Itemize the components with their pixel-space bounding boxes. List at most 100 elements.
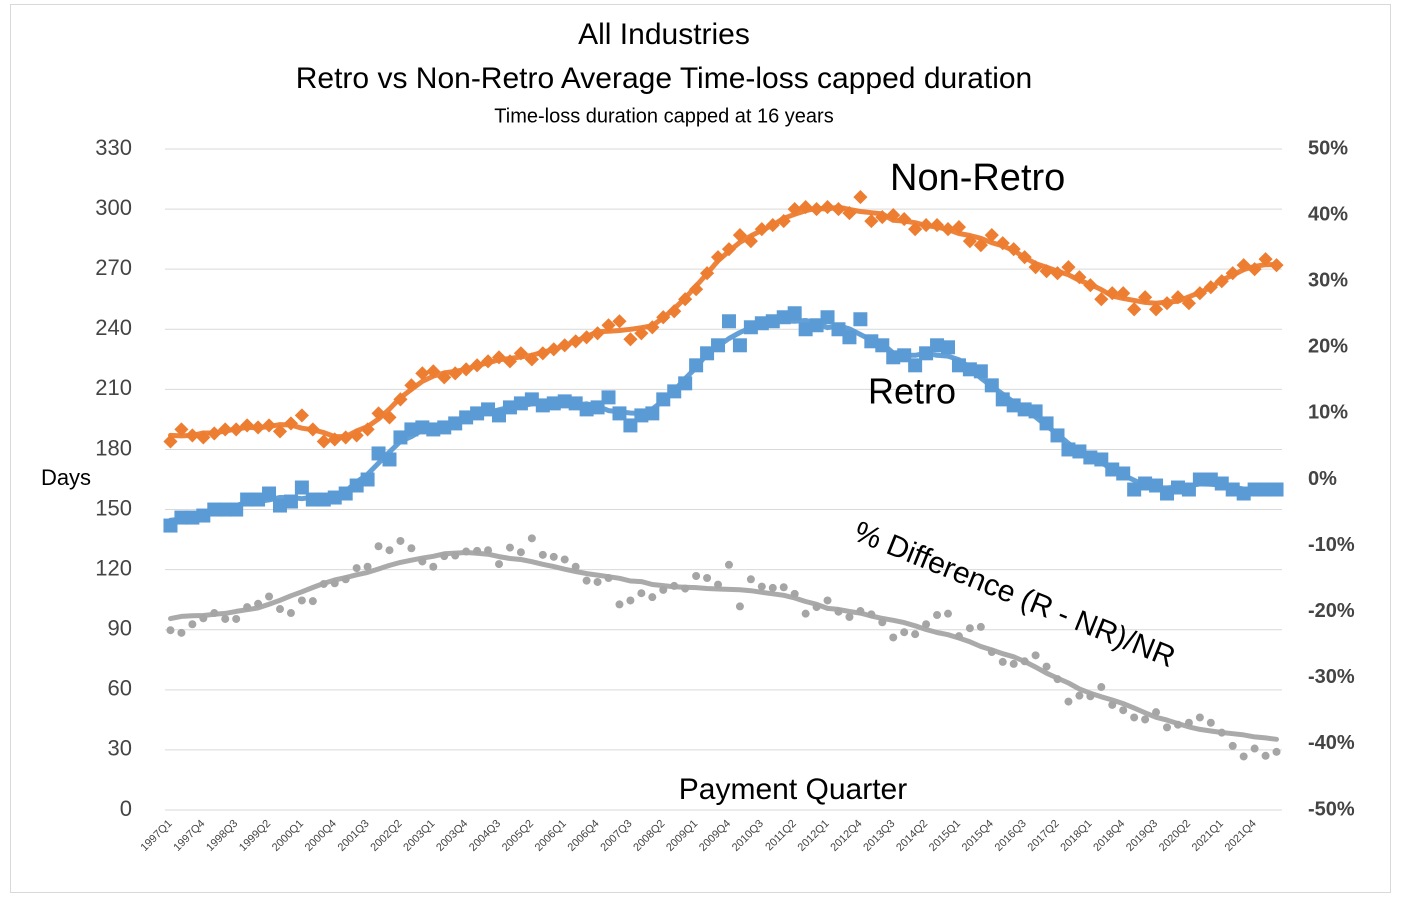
marker	[1138, 476, 1153, 491]
y-tick-label: 0	[120, 796, 132, 821]
marker	[724, 560, 733, 569]
y2-tick-label: -30%	[1308, 666, 1355, 688]
marker	[1239, 752, 1248, 761]
marker	[294, 408, 309, 423]
marker	[995, 236, 1010, 251]
marker	[437, 370, 452, 385]
marker	[568, 396, 583, 411]
marker	[911, 630, 920, 639]
marker	[984, 228, 999, 243]
marker	[754, 316, 769, 331]
marker	[987, 648, 996, 657]
marker	[779, 583, 788, 592]
marker	[1105, 462, 1120, 477]
marker	[700, 346, 715, 361]
marker	[853, 312, 868, 327]
marker	[1269, 258, 1284, 273]
marker	[363, 562, 372, 571]
marker	[1116, 466, 1131, 481]
marker	[732, 338, 747, 353]
marker	[634, 408, 649, 423]
marker	[801, 609, 810, 618]
y2-tick-label: 40%	[1308, 203, 1348, 225]
marker	[623, 418, 638, 433]
marker	[700, 266, 715, 281]
marker	[919, 218, 934, 233]
marker	[1152, 708, 1161, 717]
marker	[678, 292, 693, 307]
marker	[1072, 270, 1087, 285]
marker	[1028, 260, 1043, 275]
marker	[448, 416, 463, 431]
marker	[360, 472, 375, 487]
marker	[546, 396, 561, 411]
marker	[703, 573, 712, 582]
marker	[492, 408, 507, 423]
marker	[929, 218, 945, 233]
marker	[557, 394, 572, 409]
marker	[590, 326, 605, 341]
marker	[185, 428, 200, 443]
marker	[546, 342, 561, 357]
marker	[1163, 723, 1172, 732]
marker	[305, 492, 320, 507]
marker	[502, 354, 518, 369]
marker	[1236, 486, 1251, 501]
marker	[886, 208, 901, 223]
marker	[462, 547, 471, 556]
marker	[714, 580, 723, 589]
marker	[626, 596, 635, 605]
marker	[831, 322, 846, 337]
marker	[1173, 720, 1182, 729]
marker	[940, 340, 955, 355]
marker	[1127, 482, 1142, 497]
marker	[1181, 296, 1196, 311]
marker	[538, 550, 547, 559]
marker	[407, 544, 416, 553]
marker	[1225, 266, 1240, 281]
marker	[341, 575, 350, 584]
marker	[254, 599, 263, 608]
marker	[820, 200, 835, 215]
marker	[1149, 478, 1164, 493]
marker	[951, 220, 967, 235]
marker	[601, 390, 616, 405]
marker	[648, 593, 657, 602]
marker	[251, 420, 266, 435]
marker	[886, 350, 901, 365]
marker	[954, 632, 963, 641]
marker	[1064, 697, 1073, 706]
marker	[1042, 662, 1051, 671]
marker	[243, 603, 252, 612]
marker	[667, 304, 682, 319]
marker	[875, 338, 890, 353]
marker	[1083, 450, 1098, 465]
marker	[1170, 480, 1185, 495]
y2-tick-label: 20%	[1308, 336, 1348, 358]
marker	[1009, 659, 1018, 668]
marker	[670, 581, 679, 590]
marker	[612, 314, 627, 329]
marker	[1261, 751, 1270, 760]
marker	[352, 564, 361, 573]
marker	[1236, 258, 1251, 273]
marker	[429, 562, 438, 571]
marker	[459, 410, 474, 425]
chart-title: All Industries	[578, 18, 750, 51]
marker	[265, 592, 274, 601]
y-tick-label: 90	[108, 616, 132, 641]
marker	[560, 555, 569, 564]
chart-note: Time-loss duration capped at 16 years	[494, 105, 833, 127]
marker	[382, 452, 397, 467]
marker	[349, 428, 364, 443]
marker	[527, 534, 536, 543]
annotation: Retro	[868, 371, 956, 412]
marker	[1250, 744, 1259, 753]
marker	[864, 334, 879, 349]
marker	[516, 548, 525, 557]
marker	[163, 434, 178, 449]
chart-subtitle: Retro vs Non-Retro Average Time-loss cap…	[296, 62, 1032, 95]
marker	[349, 478, 364, 493]
marker	[1138, 290, 1153, 305]
marker	[656, 310, 671, 325]
